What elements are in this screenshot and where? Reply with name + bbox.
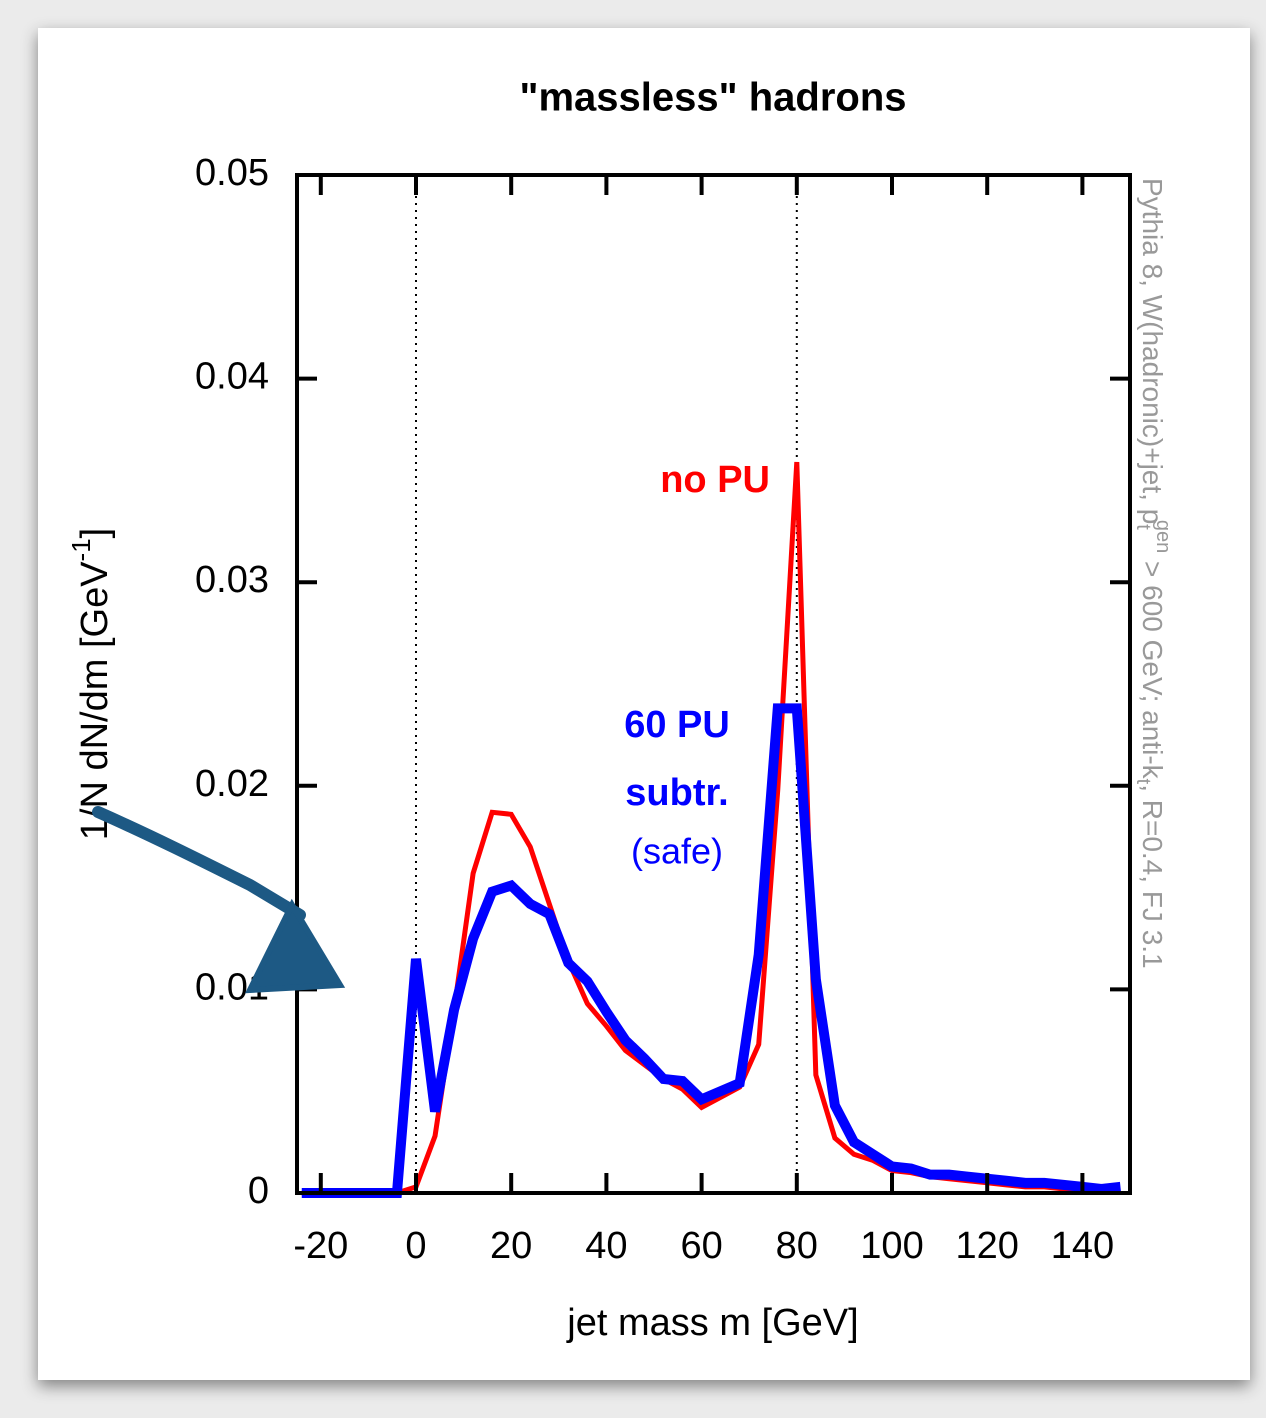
y-tick-label: 0.05 xyxy=(195,152,269,194)
annotation-text: Pythia 8, W(hadronic)+jet, p xyxy=(1137,178,1168,524)
y-axis-label: 1/N dN/dm [GeV-1] xyxy=(66,528,116,840)
series-line xyxy=(301,703,1122,1198)
x-tick-label: 20 xyxy=(490,1225,532,1267)
plot-frame xyxy=(295,173,1132,1195)
series-label: subtr. xyxy=(625,772,728,814)
annotation-text: , R=0.4, FJ 3.1 xyxy=(1137,784,1168,968)
series-label: 60 PU xyxy=(624,704,730,746)
y-tick-label: 0.03 xyxy=(195,559,269,601)
arrow-shaft xyxy=(92,806,306,921)
y-tick-label: 0.04 xyxy=(195,356,269,398)
arrow-head xyxy=(245,898,346,994)
x-tick-label: 40 xyxy=(585,1225,627,1267)
x-tick-label: 100 xyxy=(860,1225,923,1267)
x-tick-label: 0 xyxy=(405,1225,426,1267)
y-label-text: ] xyxy=(74,528,116,539)
annotation-sub: t xyxy=(1132,524,1154,530)
y-tick-label: 0 xyxy=(248,1170,269,1212)
x-axis-label: jet mass m [GeV] xyxy=(566,1302,858,1344)
series-label: (safe) xyxy=(631,831,723,872)
x-tick-label: 140 xyxy=(1051,1225,1114,1267)
annotation-sub: t xyxy=(1132,779,1154,785)
hand-arrow xyxy=(92,806,346,994)
y-label-sup: -1 xyxy=(66,538,96,561)
y-label-text: 1/N dN/dm [GeV xyxy=(74,561,116,840)
x-tick-label: -20 xyxy=(293,1225,348,1267)
x-tick-label: 120 xyxy=(955,1225,1018,1267)
chart-title: "massless" hadrons xyxy=(520,76,907,120)
card xyxy=(38,28,1250,1380)
annotation-sup: gen xyxy=(1152,520,1174,553)
annotation: Pythia 8, W(hadronic)+jet, ptgen > 600 G… xyxy=(1132,178,1174,969)
series-label: no PU xyxy=(660,459,770,501)
x-tick-label: 60 xyxy=(680,1225,722,1267)
x-tick-label: 80 xyxy=(776,1225,818,1267)
annotation-text: > 600 GeV; anti-k xyxy=(1137,553,1168,779)
y-tick-label: 0.02 xyxy=(195,763,269,805)
